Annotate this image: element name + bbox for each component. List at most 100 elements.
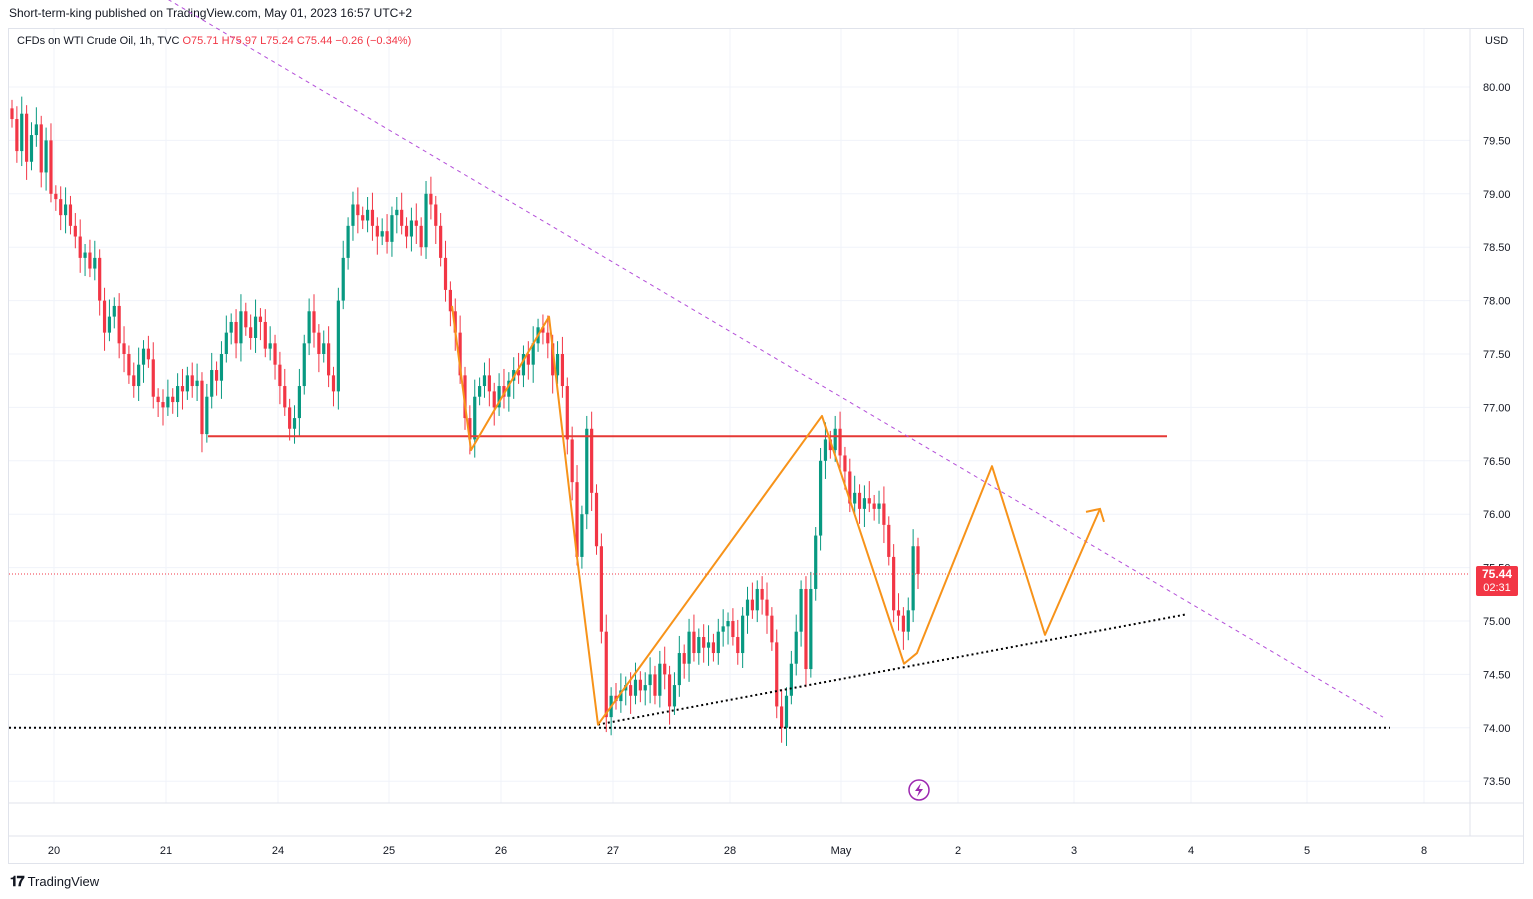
- candle-body: [736, 637, 740, 654]
- candle-body: [853, 492, 857, 504]
- candle-body: [648, 674, 652, 686]
- candle-body: [25, 113, 29, 162]
- candle-body: [141, 348, 146, 365]
- candle-body: [29, 135, 34, 162]
- currency-label[interactable]: USD: [1485, 35, 1509, 47]
- candle-body: [117, 305, 121, 344]
- candle-body: [239, 311, 243, 344]
- candle-body: [93, 257, 97, 269]
- x-tick-label: 25: [383, 845, 395, 857]
- x-tick-label: May: [831, 845, 852, 857]
- projection-path: [451, 305, 1101, 726]
- candle-body: [750, 599, 754, 611]
- candle-body: [253, 316, 258, 338]
- candle-body: [765, 599, 769, 616]
- candle-body: [594, 492, 599, 547]
- candle-body: [541, 327, 545, 333]
- candle-body: [219, 354, 224, 381]
- candle-body: [180, 386, 185, 392]
- y-tick-label: 79.00: [1483, 189, 1511, 201]
- candle-body: [49, 140, 53, 194]
- candle-body: [424, 193, 428, 248]
- brand-name: TradingView: [27, 874, 100, 889]
- candle-body: [395, 209, 399, 216]
- descending-trendline: [167, 0, 1384, 718]
- candle-body: [687, 631, 691, 664]
- candle-body: [706, 642, 711, 648]
- candle-body: [780, 706, 784, 728]
- candle-body: [555, 354, 560, 376]
- candle-body: [565, 386, 569, 440]
- candle-body: [833, 428, 837, 451]
- candle-body: [434, 204, 438, 226]
- candle-body: [604, 631, 608, 718]
- y-tick-label: 80.00: [1483, 82, 1511, 94]
- chart-frame[interactable]: [8, 28, 1524, 864]
- x-tick-label: 3: [1071, 845, 1077, 857]
- candle-body: [828, 439, 832, 451]
- candle-body: [44, 140, 48, 173]
- candle-body: [229, 321, 233, 333]
- y-tick-label: 78.00: [1483, 296, 1511, 308]
- candle-body: [439, 225, 443, 258]
- candle-body: [283, 386, 287, 408]
- candle-body: [292, 418, 297, 429]
- candle-body: [15, 119, 19, 152]
- x-tick-label: 24: [272, 845, 284, 857]
- rising-support-line: [597, 613, 1186, 726]
- candle-body: [726, 621, 730, 627]
- y-tick-label: 75.00: [1483, 616, 1511, 628]
- candle-body: [122, 343, 126, 354]
- candle-body: [200, 380, 204, 435]
- candle-body: [390, 215, 394, 242]
- y-tick-label: 76.50: [1483, 456, 1511, 468]
- candle-body: [653, 674, 657, 696]
- candle-body: [185, 375, 189, 392]
- candle-body: [741, 615, 745, 654]
- candle-body: [146, 348, 150, 360]
- candle-body: [658, 663, 662, 696]
- candle-body: [492, 391, 496, 408]
- candle-body: [590, 428, 594, 493]
- symbol-name: CFDs on WTI Crude Oil, 1h, TVC: [17, 35, 180, 47]
- candle-body: [721, 626, 725, 632]
- candle-body: [497, 386, 501, 408]
- candle-body: [663, 663, 667, 675]
- candle-body: [453, 311, 457, 333]
- candle-body: [551, 343, 555, 376]
- y-tick-label: 74.50: [1483, 669, 1511, 681]
- candle-body: [814, 535, 818, 589]
- candle-body: [848, 471, 852, 504]
- candle-body: [258, 316, 263, 322]
- high-value: H75.97: [221, 35, 258, 47]
- candle-body: [327, 343, 331, 376]
- candle-body: [526, 354, 530, 365]
- candle-body: [560, 354, 565, 387]
- y-tick-label: 78.50: [1483, 242, 1511, 254]
- candle-body: [731, 621, 735, 638]
- symbol-legend[interactable]: CFDs on WTI Crude Oil, 1h, TVC O75.71 H7…: [17, 35, 411, 47]
- y-tick-label: 74.00: [1483, 723, 1511, 735]
- candle-body: [351, 204, 355, 226]
- candle-body: [224, 332, 228, 354]
- candle-body: [166, 396, 170, 408]
- footer-brand[interactable]: 𝟏𝟕 TradingView: [10, 873, 99, 890]
- candle-body: [697, 637, 701, 654]
- x-tick-label: 5: [1304, 845, 1310, 857]
- tradingview-logo-icon: 𝟏𝟕: [10, 873, 25, 889]
- candle-body: [516, 370, 521, 376]
- candle-body: [789, 663, 793, 696]
- candle-body: [570, 439, 574, 483]
- candle-body: [482, 375, 487, 387]
- candle-countdown: 02:31: [1483, 582, 1511, 594]
- candle-body: [331, 375, 336, 392]
- candle-body: [98, 257, 102, 301]
- candle-body: [102, 300, 107, 333]
- candle-body: [297, 386, 301, 419]
- candle-body: [78, 236, 82, 258]
- candle-body: [244, 311, 248, 328]
- candle-body: [809, 588, 813, 670]
- candle-body: [458, 332, 462, 376]
- candle-body: [263, 321, 267, 349]
